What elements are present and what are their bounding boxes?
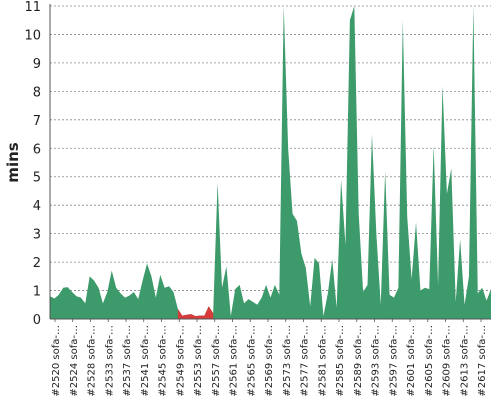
x-tick-label: #2561 sofa-…: [229, 325, 240, 397]
x-tick-label: #2537 sofa-…: [122, 325, 133, 397]
x-tick-label: #2581 sofa-…: [317, 325, 328, 397]
x-tick-label: #2585 sofa-…: [335, 325, 346, 397]
y-tick-label: 3: [33, 228, 41, 243]
x-tick-label: #2549 sofa-…: [175, 325, 186, 397]
x-tick-label: #2541 sofa-…: [140, 325, 151, 397]
x-tick-label: #2565 sofa-…: [246, 325, 257, 397]
y-tick-label: 5: [33, 171, 41, 186]
x-tick-label: #2593 sofa-…: [371, 325, 382, 397]
y-tick-label: 8: [33, 85, 41, 100]
y-tick-label: 4: [33, 199, 41, 214]
series-area-fill: [50, 6, 491, 319]
x-tick-label: #2569 sofa-…: [264, 325, 275, 397]
y-tick-label: 0: [33, 313, 41, 328]
series-area: [50, 6, 491, 319]
y-tick-label: 6: [33, 142, 41, 157]
y-tick-label: 10: [24, 28, 41, 43]
x-tick-label: #2577 sofa-…: [300, 325, 311, 397]
x-tick-label: #2613 sofa-…: [459, 325, 470, 397]
y-tick-label: 7: [33, 114, 41, 129]
y-tick-label: 9: [33, 57, 41, 72]
y-axis-label: mins: [4, 142, 22, 182]
x-tick-label: #2605 sofa-…: [424, 325, 435, 397]
y-tick-label: 2: [33, 256, 41, 271]
y-tick-label: 1: [33, 285, 41, 300]
x-tick-label: #2553 sofa-…: [193, 325, 204, 397]
y-tick-label: 11: [24, 0, 41, 15]
x-tick-label: #2545 sofa-…: [158, 325, 169, 397]
x-tick-label: #2557 sofa-…: [211, 325, 222, 397]
x-tick-label: #2609 sofa-…: [442, 325, 453, 397]
x-tick-labels: #2520 sofa-… #2524 sofa-… #2528 sofa-… #253…: [51, 325, 488, 397]
x-tick-label: #2524 sofa-…: [69, 325, 80, 397]
x-tick-label: #2589 sofa-…: [353, 325, 364, 397]
y-tick-labels: 0 1 2 3 4 5 6 7 8 9 10 11: [24, 0, 41, 328]
highlight-area: [177, 306, 214, 319]
x-tick-label: #2533 sofa-…: [104, 325, 115, 397]
x-tick-label: #2520 sofa-…: [51, 325, 62, 397]
axes: [49, 4, 491, 322]
gridlines: [50, 5, 491, 320]
x-tick-label: #2617 sofa-…: [477, 325, 488, 397]
x-tick-label: #2528 sofa-…: [87, 325, 98, 397]
x-tick-label: #2597 sofa-…: [388, 325, 399, 397]
x-tick-label: #2573 sofa-…: [282, 325, 293, 397]
x-tick-label: #2601 sofa-…: [406, 325, 417, 397]
